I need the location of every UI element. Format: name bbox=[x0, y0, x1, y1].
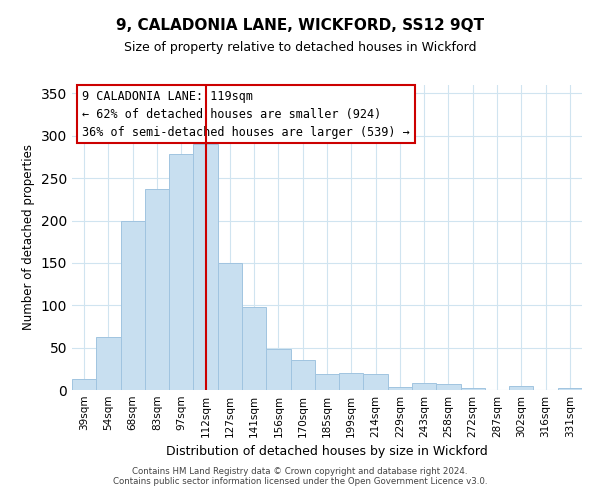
Bar bbox=[266, 350, 290, 390]
Bar bbox=[72, 379, 96, 390]
Bar bbox=[121, 220, 145, 390]
Bar bbox=[558, 388, 582, 390]
Bar bbox=[315, 374, 339, 390]
Bar bbox=[364, 374, 388, 390]
Bar bbox=[388, 386, 412, 390]
Bar bbox=[461, 388, 485, 390]
Bar bbox=[242, 307, 266, 390]
Bar bbox=[218, 263, 242, 390]
Bar bbox=[290, 360, 315, 390]
Bar bbox=[509, 386, 533, 390]
Bar bbox=[436, 384, 461, 390]
Text: Contains HM Land Registry data © Crown copyright and database right 2024.: Contains HM Land Registry data © Crown c… bbox=[132, 467, 468, 476]
Text: Contains public sector information licensed under the Open Government Licence v3: Contains public sector information licen… bbox=[113, 477, 487, 486]
X-axis label: Distribution of detached houses by size in Wickford: Distribution of detached houses by size … bbox=[166, 446, 488, 458]
Bar bbox=[412, 383, 436, 390]
Bar bbox=[145, 189, 169, 390]
Text: Size of property relative to detached houses in Wickford: Size of property relative to detached ho… bbox=[124, 41, 476, 54]
Text: 9 CALADONIA LANE: 119sqm
← 62% of detached houses are smaller (924)
36% of semi-: 9 CALADONIA LANE: 119sqm ← 62% of detach… bbox=[82, 90, 410, 138]
Bar bbox=[339, 373, 364, 390]
Bar bbox=[169, 154, 193, 390]
Bar bbox=[193, 144, 218, 390]
Text: 9, CALADONIA LANE, WICKFORD, SS12 9QT: 9, CALADONIA LANE, WICKFORD, SS12 9QT bbox=[116, 18, 484, 32]
Y-axis label: Number of detached properties: Number of detached properties bbox=[22, 144, 35, 330]
Bar bbox=[96, 336, 121, 390]
